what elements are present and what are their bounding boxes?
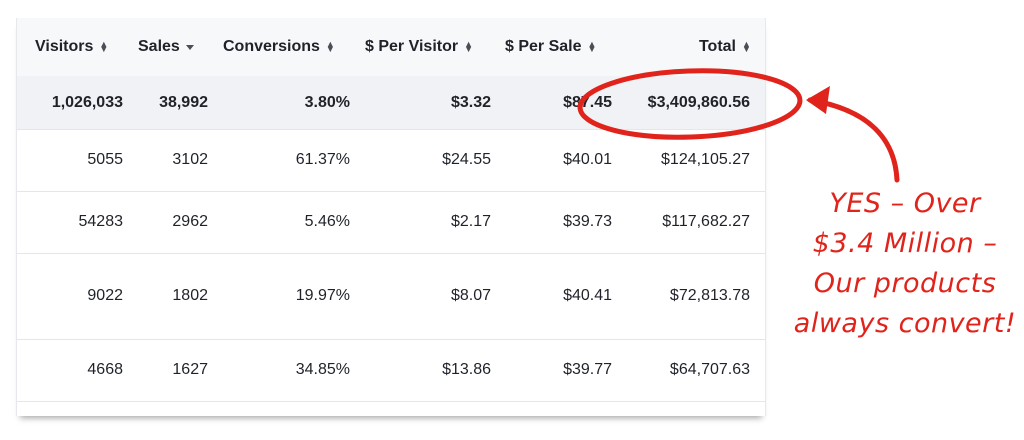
cell-per-visitor: $2.17	[450, 213, 491, 230]
cell-conversions: 19.97%	[295, 287, 350, 304]
totals-per-visitor: $3.32	[450, 93, 491, 111]
cell-per-visitor: $8.07	[450, 287, 491, 304]
annotation-line: YES – Over	[829, 188, 981, 219]
cell-visitors: 9022	[87, 287, 123, 304]
cell-visitors: 5055	[87, 151, 123, 168]
totals-visitors: 1,026,033	[51, 93, 123, 111]
column-header-sales[interactable]: Sales	[138, 18, 218, 76]
totals-sales: 38,992	[159, 93, 208, 111]
column-header-label: Total	[698, 38, 736, 55]
annotation-arrow	[807, 97, 900, 183]
table-row: 4668 1627 34.85% $13.86 $39.77 $64,707.6…	[17, 339, 765, 402]
column-header-conversions[interactable]: Conversions ▲ ▼	[223, 18, 363, 76]
cell-visitors: 54283	[78, 213, 124, 230]
totals-total: $3,409,860.56	[647, 93, 750, 111]
cell-total: $117,682.27	[662, 213, 750, 230]
table-row: 5055 3102 61.37% $24.55 $40.01 $124,105.…	[17, 129, 765, 192]
column-header-label: $ Per Visitor	[365, 38, 459, 55]
column-header-visitors[interactable]: Visitors ▲ ▼	[35, 18, 145, 76]
annotation-line: $3.4 Million –	[812, 228, 998, 259]
sort-updown-icon: ▲ ▼	[587, 39, 597, 54]
sort-updown-icon: ▲ ▼	[99, 39, 109, 54]
sort-updown-icon: ▲ ▼	[464, 39, 474, 54]
cell-per-sale: $40.41	[563, 287, 612, 304]
cell-conversions: 5.46%	[304, 213, 350, 230]
column-header-label: Conversions	[223, 38, 320, 55]
caret-down-icon	[185, 44, 194, 50]
annotation-line: Our products	[813, 268, 997, 299]
column-header-label: $ Per Sale	[505, 38, 582, 55]
stats-table: Visitors ▲ ▼ Sales Conversions ▲ ▼ $ Per V…	[16, 18, 766, 416]
sort-updown-icon: ▲ ▼	[325, 39, 335, 54]
column-header-label: Visitors	[35, 38, 94, 55]
cell-per-visitor: $13.86	[442, 361, 491, 378]
cell-per-sale: $39.73	[563, 213, 612, 230]
cell-per-sale: $40.01	[563, 151, 612, 168]
cell-sales: 1627	[172, 361, 208, 378]
column-header-per-sale[interactable]: $ Per Sale ▲ ▼	[505, 18, 625, 76]
annotation-text: YES – Over $3.4 Million – Our products a…	[790, 184, 1020, 344]
totals-per-sale: $87.45	[563, 93, 612, 111]
cell-sales: 3102	[172, 151, 208, 168]
cell-total: $72,813.78	[669, 287, 750, 304]
totals-conversions: 3.80%	[304, 93, 350, 111]
column-header-total[interactable]: Total ▲ ▼	[612, 18, 751, 76]
cell-conversions: 61.37%	[295, 151, 350, 168]
table-header-row: Visitors ▲ ▼ Sales Conversions ▲ ▼ $ Per V…	[17, 18, 765, 77]
arrow-head-icon	[806, 86, 830, 114]
cell-per-visitor: $24.55	[442, 151, 491, 168]
table-totals-row: 1,026,033 38,992 3.80% $3.32 $87.45 $3,4…	[17, 76, 765, 130]
table-row: 54283 2962 5.46% $2.17 $39.73 $117,682.2…	[17, 191, 765, 254]
cell-sales: 2962	[172, 213, 208, 230]
sort-updown-icon: ▲ ▼	[742, 39, 751, 54]
cell-total: $124,105.27	[661, 151, 750, 168]
column-header-label: Sales	[138, 38, 180, 55]
table-row-partial	[17, 401, 765, 416]
cell-visitors: 4668	[87, 361, 123, 378]
column-header-per-visitor[interactable]: $ Per Visitor ▲ ▼	[365, 18, 505, 76]
cell-sales: 1802	[172, 287, 208, 304]
cell-total: $64,707.63	[669, 361, 750, 378]
cell-conversions: 34.85%	[295, 361, 350, 378]
table-row: 9022 1802 19.97% $8.07 $40.41 $72,813.78	[17, 253, 765, 340]
cell-per-sale: $39.77	[563, 361, 612, 378]
annotation-line: always convert!	[793, 308, 1017, 339]
